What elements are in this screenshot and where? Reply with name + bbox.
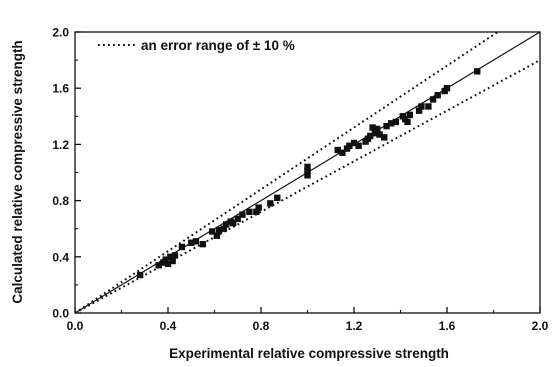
x-tick-label: 1.2: [346, 319, 363, 333]
data-point: [346, 142, 353, 150]
y-tick-label: 0.4: [52, 250, 69, 264]
y-tick-label: 1.2: [52, 138, 69, 152]
x-tick-label: 0.4: [160, 319, 177, 333]
x-tick-label: 2.0: [532, 319, 549, 333]
data-point: [404, 118, 411, 126]
data-point: [171, 252, 179, 259]
data-point: [229, 219, 237, 227]
data-point: [355, 142, 362, 150]
data-point: [374, 125, 381, 133]
data-point: [274, 194, 281, 201]
y-tick-label: 1.6: [52, 82, 69, 96]
data-point: [429, 96, 437, 103]
data-point: [253, 208, 260, 216]
reference-line-1: [74, 31, 499, 314]
data-point: [215, 226, 223, 234]
data-point: [155, 262, 162, 269]
data-points: [136, 68, 481, 279]
data-point: [188, 239, 195, 246]
y-tick-label: 0.8: [52, 194, 69, 208]
data-point: [255, 204, 262, 211]
legend: an error range of ± 10 %: [98, 38, 295, 53]
data-point: [350, 139, 358, 147]
data-point: [162, 256, 169, 263]
data-point: [304, 163, 311, 171]
y-axis-label: Calculated relative compressive strength: [10, 40, 25, 303]
data-point: [376, 131, 383, 138]
data-point: [474, 68, 481, 75]
data-point: [192, 238, 200, 245]
axes: 0.00.0 0.4 0.4 0.8 0.8 1.2 1.2 1.6 1.6 2.0 2.0: [52, 26, 548, 334]
x-tick-label: 1.6: [439, 319, 456, 333]
data-point: [406, 111, 413, 119]
data-point: [367, 132, 374, 140]
data-point: [371, 129, 379, 137]
data-point: [199, 240, 207, 248]
data-point: [267, 200, 274, 207]
data-point: [136, 271, 144, 279]
data-point: [178, 243, 186, 251]
data-point: [339, 149, 346, 157]
data-point: [369, 124, 376, 131]
data-point: [239, 211, 246, 218]
data-point: [213, 232, 221, 239]
data-point: [208, 228, 216, 235]
data-point: [415, 107, 423, 114]
y-tick-label: 2.0: [52, 26, 69, 40]
data-point: [234, 215, 241, 223]
data-point: [434, 92, 441, 99]
data-point: [383, 122, 390, 130]
data-point: [388, 120, 395, 127]
data-point: [334, 146, 341, 154]
data-point: [304, 172, 311, 179]
data-point: [220, 225, 227, 232]
data-point: [443, 85, 451, 92]
data-point: [418, 103, 425, 110]
data-point: [169, 257, 176, 265]
data-point: [246, 208, 253, 216]
x-axis-label: Experimental relative compressive streng…: [169, 346, 449, 361]
data-point: [167, 253, 174, 260]
reference-line-2: [74, 59, 541, 314]
data-point: [304, 167, 311, 175]
data-point: [381, 134, 388, 141]
x-tick-label: 0.0: [67, 319, 84, 333]
legend-label: an error range of ± 10 %: [141, 38, 295, 53]
data-point: [392, 118, 400, 126]
data-point: [222, 221, 230, 228]
x-tick-label: 0.8: [253, 319, 270, 333]
y-tick-label: 0.0: [52, 307, 69, 321]
data-point: [425, 103, 432, 110]
data-point: [164, 260, 172, 268]
